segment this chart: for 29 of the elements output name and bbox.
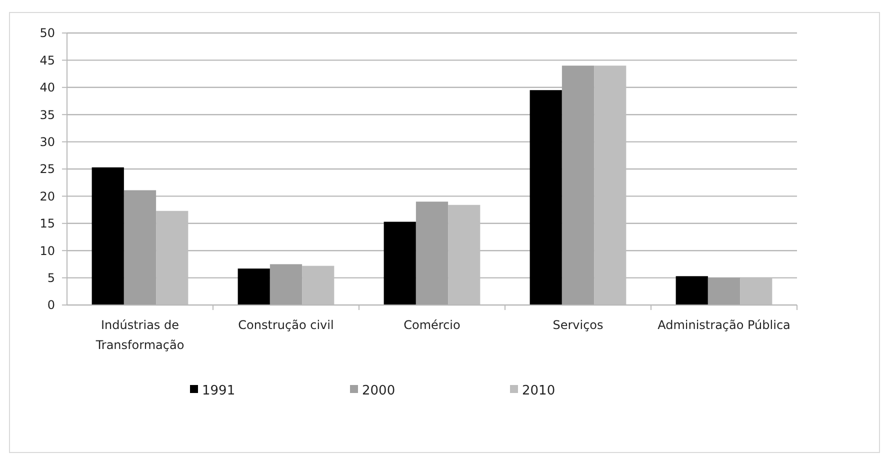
- y-tick-label: 0: [47, 298, 55, 312]
- y-tick-label: 10: [40, 244, 55, 258]
- x-tick-label: Serviços: [552, 318, 604, 332]
- y-tick-label: 20: [40, 189, 55, 204]
- bar: [124, 190, 156, 305]
- bar: [676, 276, 708, 305]
- bar: [238, 268, 270, 305]
- bar: [384, 222, 416, 305]
- y-tick-label: 5: [47, 271, 55, 285]
- x-tick-label: Administração Pública: [658, 318, 790, 332]
- y-tick-label: 40: [40, 80, 55, 95]
- y-tick-label: 25: [40, 162, 55, 176]
- y-tick-label: 15: [40, 216, 55, 231]
- bar: [92, 167, 124, 305]
- y-tick-label: 45: [40, 53, 55, 68]
- legend-label: 1991: [202, 384, 236, 399]
- bar: [270, 264, 302, 305]
- bar: [416, 202, 448, 305]
- x-tick-label: Construção civil: [238, 318, 334, 332]
- bar: [562, 66, 594, 305]
- legend-label: 2000: [362, 384, 396, 399]
- y-tick-label: 35: [40, 108, 55, 122]
- y-tick-label: 30: [40, 135, 55, 149]
- y-tick-label: 50: [40, 26, 55, 40]
- x-tick-label: Indústrias de Transformação: [94, 318, 184, 352]
- x-tick-label: Comércio: [404, 318, 460, 332]
- bar: [530, 90, 562, 305]
- legend-label: 2010: [522, 384, 556, 399]
- bar: [708, 278, 740, 305]
